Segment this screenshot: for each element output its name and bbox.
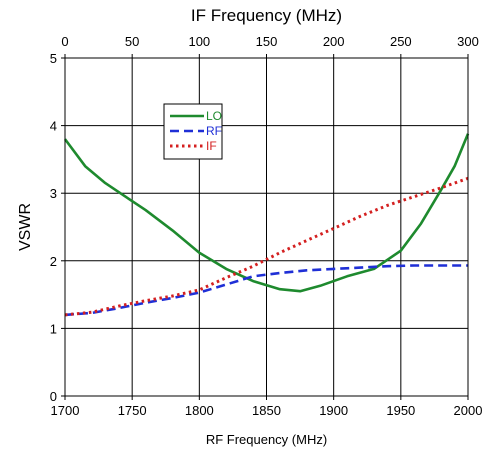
x-tick-label: 2000 <box>454 403 483 418</box>
top-axis-title: IF Frequency (MHz) <box>191 6 342 25</box>
x-tick-label: 1800 <box>185 403 214 418</box>
series-lines <box>63 133 470 317</box>
y-tick-label: 4 <box>50 119 57 134</box>
top-tick-label: 200 <box>323 34 345 49</box>
series-line-rf <box>64 264 468 317</box>
legend-label-if: IF <box>206 139 217 153</box>
x-tick-label: 1900 <box>319 403 348 418</box>
x-tick-label: 1950 <box>386 403 415 418</box>
top-tick-label: 250 <box>390 34 412 49</box>
y-tick-label: 5 <box>50 51 57 66</box>
top-tick-label: 150 <box>256 34 278 49</box>
legend-label-rf: RF <box>206 124 222 138</box>
x-tick-label: 1700 <box>51 403 80 418</box>
y-tick-label: 1 <box>50 321 57 336</box>
x-tick-label: 1750 <box>118 403 147 418</box>
x-axis-title: RF Frequency (MHz) <box>206 432 327 447</box>
legend-label-lo: LO <box>206 109 222 123</box>
y-axis-title: VSWR <box>17 203 34 251</box>
top-tick-label: 300 <box>457 34 479 49</box>
top-tick-label: 50 <box>125 34 139 49</box>
series-line-if <box>64 176 469 317</box>
y-tick-label: 0 <box>50 389 57 404</box>
series-line-lo <box>63 133 470 293</box>
y-tick-label: 3 <box>50 186 57 201</box>
grid <box>64 57 469 397</box>
top-tick-label: 100 <box>188 34 210 49</box>
y-tick-label: 2 <box>50 254 57 269</box>
top-tick-label: 0 <box>61 34 68 49</box>
x-tick-label: 1850 <box>252 403 281 418</box>
